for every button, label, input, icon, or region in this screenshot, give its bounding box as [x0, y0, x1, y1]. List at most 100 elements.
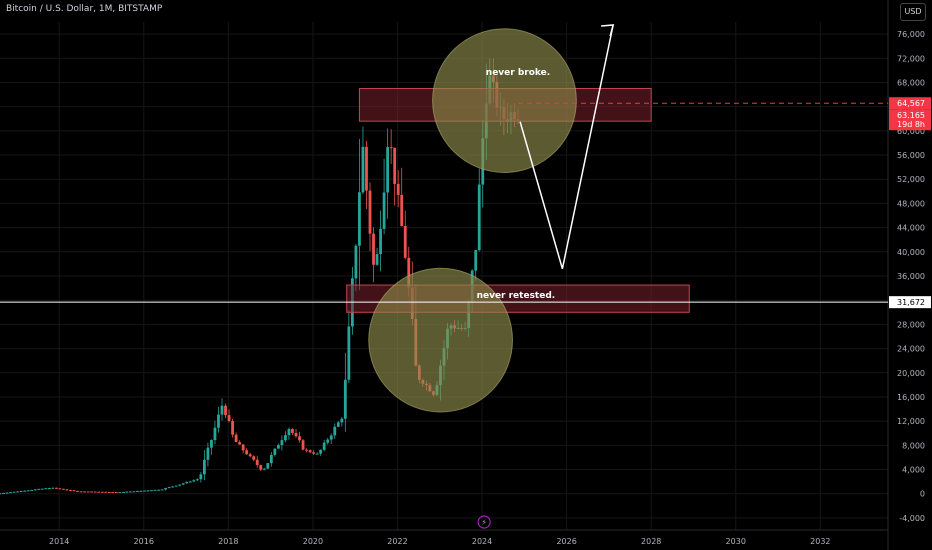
candle-body [23, 490, 27, 492]
candle-body [93, 491, 97, 493]
candle-body [248, 454, 252, 457]
level-price-tag: 31,672 [897, 298, 925, 307]
candle-body [280, 440, 284, 446]
candle-body [255, 459, 259, 466]
candle-body [65, 489, 69, 491]
candle-body [276, 445, 280, 449]
candle-body [69, 489, 72, 491]
candle-body [79, 491, 83, 493]
candle-body [379, 228, 382, 255]
countdown-tag: 19d 8h [897, 120, 925, 129]
candle-body [234, 434, 238, 443]
candle-body [192, 480, 196, 482]
countdown-tag-bg [889, 118, 931, 131]
candle-body [358, 192, 361, 246]
projection-arrowhead [601, 24, 615, 37]
x-tick-label: 2020 [303, 537, 323, 546]
candle-body [0, 493, 2, 495]
candle-body [178, 484, 182, 486]
candle-body [210, 440, 213, 448]
candle-body [143, 490, 146, 492]
candle-body [343, 379, 347, 419]
candle-body [86, 491, 90, 493]
currency-button[interactable]: USD [900, 3, 926, 21]
x-tick-label: 2026 [556, 537, 576, 546]
candle-body [315, 453, 319, 455]
candle-body [19, 490, 23, 492]
annotation-never-retested: never retested. [477, 291, 556, 301]
candle-body [150, 490, 153, 492]
candle-body [97, 491, 101, 493]
candle-body [312, 452, 316, 454]
candle-body [227, 415, 231, 422]
y-tick-label: 52,000 [897, 175, 925, 184]
candle-body [252, 456, 256, 460]
candle-body [213, 427, 217, 441]
candle-body [188, 481, 192, 483]
current-price-tag: 64,567 [897, 99, 925, 108]
candle-body [153, 489, 157, 491]
candle-body [407, 257, 411, 288]
candle-body [136, 490, 139, 492]
y-tick-label: 56,000 [897, 151, 925, 160]
candle-body [365, 146, 368, 191]
y-tick-label: 8,000 [902, 441, 925, 450]
candle-body [47, 488, 51, 490]
candle-body [319, 449, 323, 454]
candle-body [5, 492, 9, 494]
candle-body [294, 432, 298, 437]
candle-body [206, 447, 210, 460]
y-tick-label: 36,000 [897, 272, 925, 281]
candle-body [100, 491, 104, 493]
y-tick-label: 60,000 [897, 127, 925, 136]
candle-body [33, 489, 37, 491]
event-marker-icon [477, 515, 491, 529]
x-tick-label: 2016 [134, 537, 154, 546]
candle-body [393, 147, 397, 184]
candle-body [44, 488, 48, 490]
x-tick-label: 2018 [218, 537, 238, 546]
x-tick-label: 2032 [810, 537, 830, 546]
candle-body [375, 254, 379, 265]
y-tick-label: 76,000 [897, 30, 925, 39]
candle-body [72, 490, 76, 492]
candle-body [185, 481, 189, 484]
candle-body [301, 440, 305, 450]
annotation-never-broke: never broke. [486, 68, 550, 78]
candle-body [104, 491, 108, 493]
y-tick-label: 4,000 [902, 466, 925, 475]
candle-body [291, 429, 294, 433]
level-price-tag-bg [889, 296, 931, 309]
candle-body [477, 184, 481, 251]
candle-body [322, 442, 326, 450]
y-tick-label: 0 [920, 490, 925, 499]
candle-body [40, 488, 44, 490]
y-tick-label: 68,000 [897, 78, 925, 87]
candle-body [199, 474, 203, 480]
candle-body [308, 450, 312, 453]
x-tick-label: 2014 [49, 537, 69, 546]
last-price-tag: 63,165 [897, 111, 925, 120]
candle-body [132, 491, 136, 493]
lightning-icon: ⚡ [481, 518, 487, 527]
candle-body [382, 192, 386, 229]
candle-body [26, 490, 30, 492]
y-tick-label: -4,000 [899, 514, 925, 523]
y-tick-label: 12,000 [897, 417, 925, 426]
candle-body [217, 414, 220, 428]
candle-body [195, 479, 199, 481]
x-tick-label: 2024 [472, 537, 492, 546]
y-tick-label: 20,000 [897, 369, 925, 378]
candle-body [164, 488, 168, 490]
candle-body [2, 492, 5, 494]
candle-body [58, 488, 62, 490]
candle-body [273, 448, 277, 455]
candle-body [231, 421, 234, 435]
candle-body [298, 436, 301, 441]
candle-body [16, 491, 20, 493]
candle-body [83, 491, 86, 493]
candle-body [220, 405, 224, 415]
candle-body [259, 465, 263, 470]
candle-body [128, 491, 132, 493]
